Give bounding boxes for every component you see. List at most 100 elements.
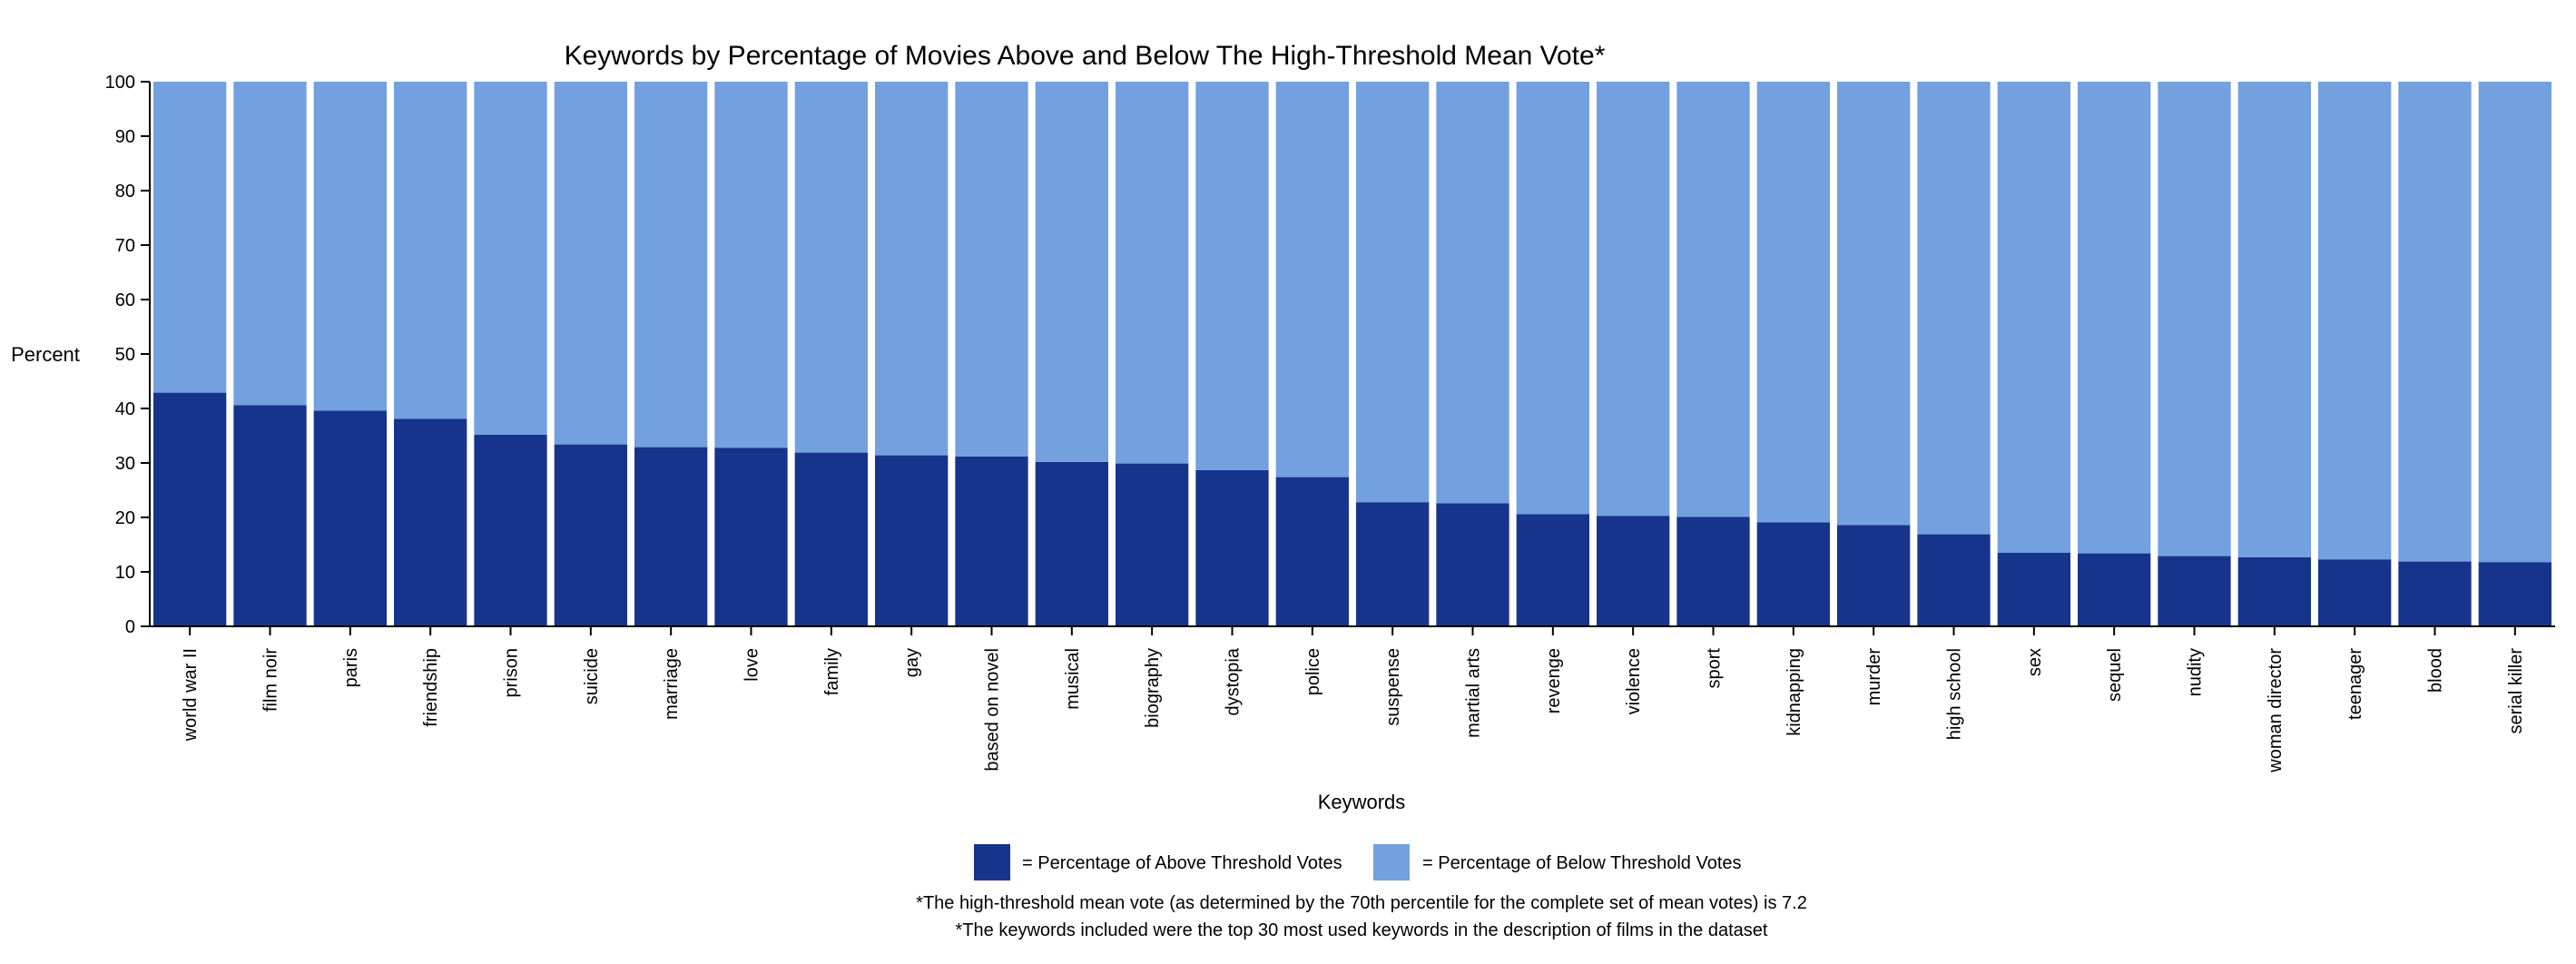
y-tick-label-70: 70 <box>115 236 135 256</box>
bar-below-musical <box>1035 82 1108 462</box>
bar-below-murder <box>1837 82 1911 526</box>
bar-above-martial-arts <box>1436 503 1509 626</box>
x-tick-label-murder: murder <box>1864 648 1884 706</box>
x-tick-label-nudity: nudity <box>2186 648 2206 696</box>
bar-above-suspense <box>1356 502 1430 626</box>
bar-below-biography <box>1116 82 1189 464</box>
x-tick-label-teenager: teenager <box>2345 648 2365 720</box>
bar-below-marriage <box>634 82 708 448</box>
bar-above-marriage <box>634 447 708 626</box>
legend-label-above: = Percentage of Above Threshold Votes <box>1022 853 1342 873</box>
x-tick-label-biography: biography <box>1143 648 1163 728</box>
bar-below-woman-director <box>2237 82 2311 557</box>
x-tick-label-friendship: friendship <box>421 648 441 727</box>
x-tick-label-serial-killer: serial killer <box>2506 648 2526 734</box>
bar-below-sport <box>1676 82 1750 517</box>
bar-below-nudity <box>2158 82 2231 556</box>
x-tick-label-love: love <box>742 648 762 682</box>
legend-swatch-above <box>974 844 1010 880</box>
bar-above-revenge <box>1516 514 1589 626</box>
bar-below-love <box>714 82 788 448</box>
bar-below-dystopia <box>1195 82 1269 470</box>
y-tick-label-90: 90 <box>115 127 135 147</box>
x-tick-label-blood: blood <box>2426 648 2446 693</box>
bars-layer <box>153 82 2551 626</box>
x-axis: world war II film noir paris friendship pris… <box>150 625 2555 773</box>
x-tick-label-sex: sex <box>2025 648 2045 676</box>
y-tick-label-30: 30 <box>115 454 135 474</box>
y-tick-label-100: 100 <box>105 73 135 93</box>
bar-above-paris <box>313 410 387 626</box>
bar-below-friendship <box>394 82 467 419</box>
x-tick-label-high-school: high school <box>1945 648 1965 740</box>
x-tick-label-paris: paris <box>341 648 361 687</box>
y-tick-label-40: 40 <box>115 399 135 419</box>
bar-below-paris <box>313 82 387 411</box>
bar-above-teenager <box>2318 559 2392 626</box>
x-tick-label-martial-arts: martial arts <box>1464 648 1484 738</box>
y-tick-label-60: 60 <box>115 290 135 310</box>
x-tick-label-violence: violence <box>1624 648 1644 714</box>
bar-below-police <box>1275 82 1349 477</box>
bar-above-gay <box>875 455 949 626</box>
bar-above-serial-killer <box>2478 562 2551 626</box>
footnote-threshold: *The high-threshold mean vote (as determ… <box>916 893 1807 913</box>
bar-above-musical <box>1035 461 1108 626</box>
x-tick-label-woman-director: woman director <box>2266 648 2286 773</box>
bar-below-sex <box>1997 82 2070 553</box>
x-tick-label-revenge: revenge <box>1544 648 1564 713</box>
legend-label-below: = Percentage of Below Threshold Votes <box>1422 853 1742 873</box>
x-tick-label-suspense: suspense <box>1383 648 1403 726</box>
x-tick-label-marriage: marriage <box>662 648 682 720</box>
bar-above-based-on-novel <box>955 456 1028 626</box>
bar-above-biography <box>1116 463 1189 626</box>
bar-below-violence <box>1597 82 1670 516</box>
bar-above-love <box>714 448 788 626</box>
bar-below-prison <box>474 82 547 435</box>
x-axis-label: Keywords <box>1318 791 1406 813</box>
bar-above-family <box>794 452 868 626</box>
x-tick-label-family: family <box>822 648 842 695</box>
bar-above-friendship <box>394 418 467 626</box>
bar-below-family <box>794 82 868 453</box>
x-tick-label-gay: gay <box>902 648 922 677</box>
bar-above-film-noir <box>233 405 307 626</box>
bar-below-high-school <box>1917 82 1991 535</box>
bar-above-world-war-ii <box>153 392 227 626</box>
y-tick-label-0: 0 <box>125 617 135 637</box>
bar-above-woman-director <box>2237 556 2311 626</box>
y-axis: 0 10 20 30 40 50 60 70 80 90 100 <box>105 73 151 637</box>
legend-swatch-below <box>1373 844 1410 880</box>
bar-below-film-noir <box>233 82 307 406</box>
x-tick-label-musical: musical <box>1063 648 1083 710</box>
bar-below-kidnapping <box>1756 82 1830 523</box>
footnote-keywords: *The keywords included were the top 30 m… <box>956 920 1768 940</box>
y-tick-label-20: 20 <box>115 508 135 528</box>
chart-title: Keywords by Percentage of Movies Above a… <box>565 41 1606 71</box>
x-tick-label-kidnapping: kidnapping <box>1785 648 1804 736</box>
x-tick-label-suicide: suicide <box>582 648 602 704</box>
bar-above-blood <box>2398 561 2472 626</box>
x-tick-label-based-on-novel: based on novel <box>983 648 1003 772</box>
x-tick-label-police: police <box>1303 648 1323 695</box>
bar-below-sequel <box>2078 82 2151 554</box>
bar-above-murder <box>1837 525 1911 626</box>
x-tick-label-film-noir: film noir <box>261 648 281 712</box>
bar-below-based-on-novel <box>955 82 1028 457</box>
x-tick-label-dystopia: dystopia <box>1224 647 1244 715</box>
bar-below-serial-killer <box>2478 82 2551 563</box>
bar-below-revenge <box>1516 82 1589 515</box>
bar-above-suicide <box>554 444 627 626</box>
bar-above-dystopia <box>1195 469 1269 626</box>
y-tick-label-10: 10 <box>115 563 135 583</box>
bar-above-violence <box>1597 516 1670 626</box>
bar-below-world-war-ii <box>153 82 227 393</box>
bar-above-kidnapping <box>1756 522 1830 626</box>
y-axis-label: Percent <box>11 343 80 366</box>
bar-above-police <box>1275 477 1349 626</box>
bar-above-sex <box>1997 553 2070 626</box>
bar-below-suspense <box>1356 82 1430 503</box>
bar-above-sport <box>1676 516 1750 626</box>
